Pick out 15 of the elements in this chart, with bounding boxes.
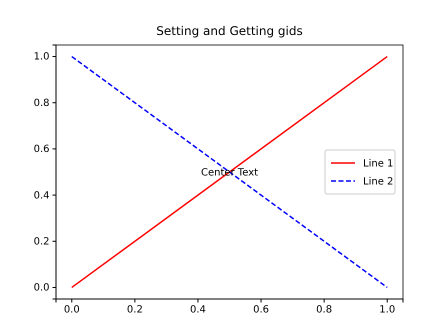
x-tick-label: 0.2 [126, 304, 143, 316]
x-tick-label: 1.0 [379, 304, 396, 316]
x-tick-label: 0.8 [316, 304, 332, 316]
x-tick-label: 0.0 [64, 304, 80, 316]
x-tick-label: 0.4 [190, 304, 206, 316]
y-tick-label: 0.4 [34, 190, 50, 202]
chart-title: Setting and Getting gids [156, 24, 303, 38]
y-tick-label: 1.0 [34, 52, 50, 63]
y-tick-label: 0.8 [34, 98, 50, 109]
legend-label: Line 2 [363, 176, 394, 188]
legend-label: Line 1 [363, 158, 394, 170]
y-tick-label: 0.6 [34, 144, 50, 156]
y-tick-label: 0.0 [34, 282, 50, 294]
x-tick-label: 0.6 [253, 304, 269, 316]
y-tick-label: 0.2 [34, 236, 50, 248]
